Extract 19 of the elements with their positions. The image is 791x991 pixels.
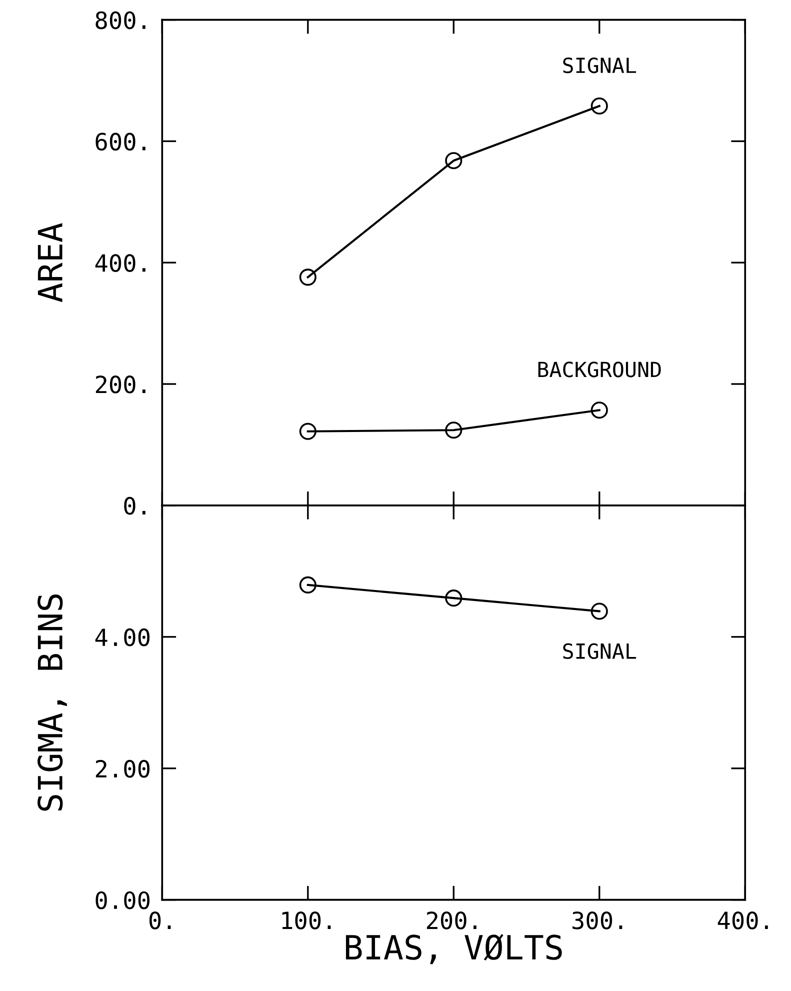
y-axis-title: AREA [38, 223, 62, 302]
y-axis-title: SIGMA, BINS [38, 594, 67, 811]
y-tick-label: 4.00 [95, 628, 150, 646]
y-tick-label: 2.00 [96, 760, 150, 778]
legend-label: SIGNAL [563, 57, 636, 74]
y-tick-label: 800. [96, 11, 146, 30]
x-tick-label: 200. [426, 911, 476, 930]
x-tick-label: 400. [718, 911, 768, 930]
y-tick-label: 0.00 [96, 891, 150, 910]
x-tick-label: 0. [149, 911, 171, 930]
x-axis-title: BIAS, VØLTS [346, 934, 562, 964]
y-tick-label: 200. [96, 376, 146, 394]
x-tick-label: 100. [282, 911, 331, 930]
series-label: SIGNAL [563, 643, 636, 660]
series-label: BACKGROUND [538, 362, 661, 378]
y-tick-label: 0. [124, 496, 146, 515]
y-tick-label: 600. [96, 132, 146, 151]
x-tick-label: 300. [572, 911, 622, 930]
y-tick-label: 400. [95, 254, 146, 272]
